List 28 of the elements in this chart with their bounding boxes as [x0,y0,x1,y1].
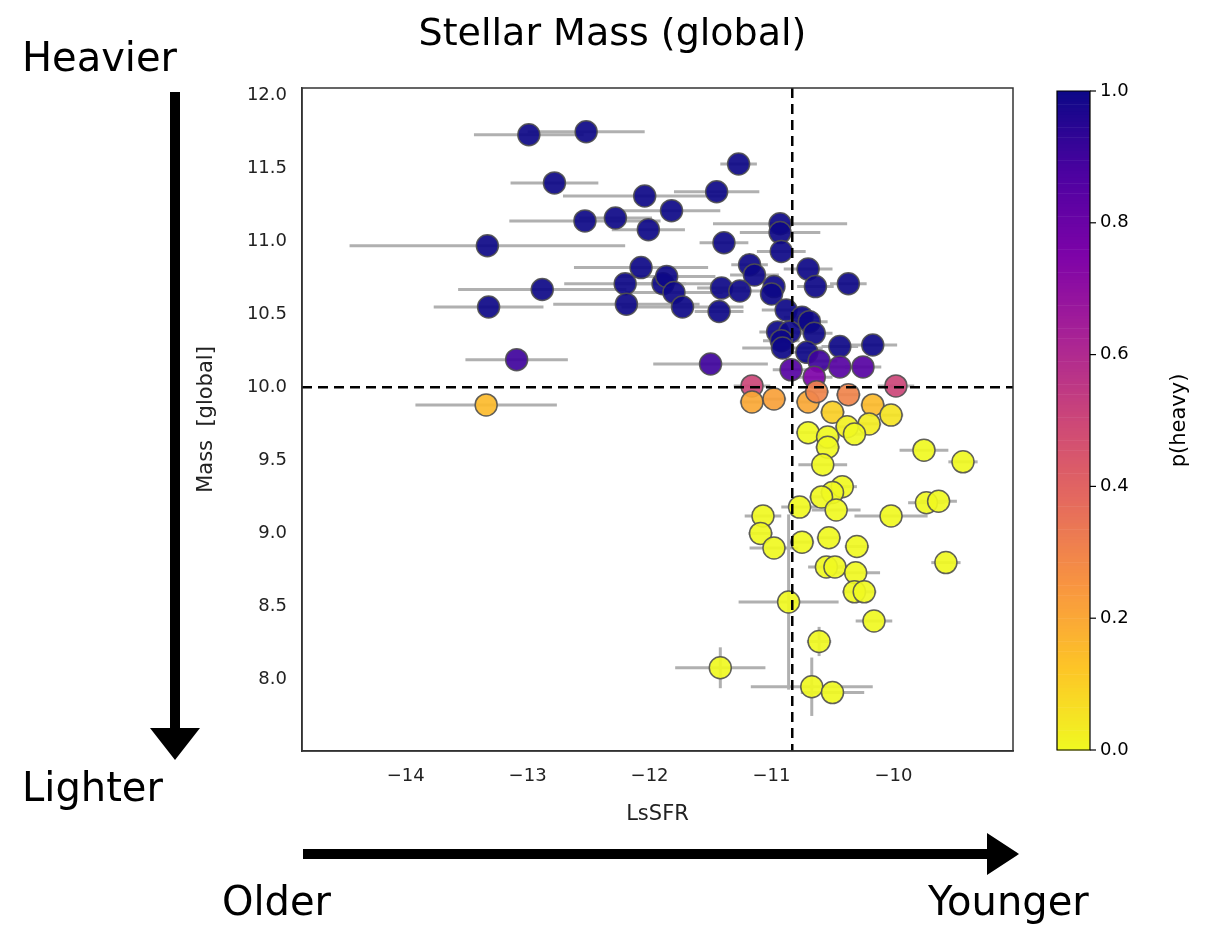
text: Older [222,878,332,924]
color-bar-label: 0.2 [1100,605,1129,627]
x-axis-title: LsSFR [626,800,689,825]
x-tick-label: −13 [508,764,547,786]
y-tick-label: 8.5 [258,594,287,616]
y-tick-label: 8.0 [258,667,287,689]
y-tick-label: 10.5 [246,302,287,324]
y-tick-label: 10.0 [246,375,287,397]
y-tick-label: 9.0 [258,521,287,543]
y-tick-label: 11.5 [246,155,287,177]
color-bar-title: p(heavy) [1166,373,1191,468]
y-tick-label: 9.5 [258,448,287,470]
text: Heavier [22,34,178,80]
text: Younger [928,878,1089,924]
x-tick-label: −10 [874,764,913,786]
y-tick-label: 12.0 [246,82,287,104]
color-bar-label: 0.0 [1100,737,1129,759]
color-bar-label: 0.4 [1100,474,1129,496]
y-tick-label: 11.0 [246,229,287,251]
x-tick-label: −11 [752,764,791,786]
x-tick-label: −14 [386,764,425,786]
color-bar-label: 1.0 [1100,78,1129,100]
color-bar-label: 0.6 [1100,342,1129,364]
chart-title: Stellar Mass (global) [418,10,807,54]
color-bar-label: 0.8 [1100,210,1129,232]
text: Lighter [22,764,163,810]
x-tick-label: −12 [630,764,669,786]
y-axis-title: Mass [global] [193,346,218,493]
